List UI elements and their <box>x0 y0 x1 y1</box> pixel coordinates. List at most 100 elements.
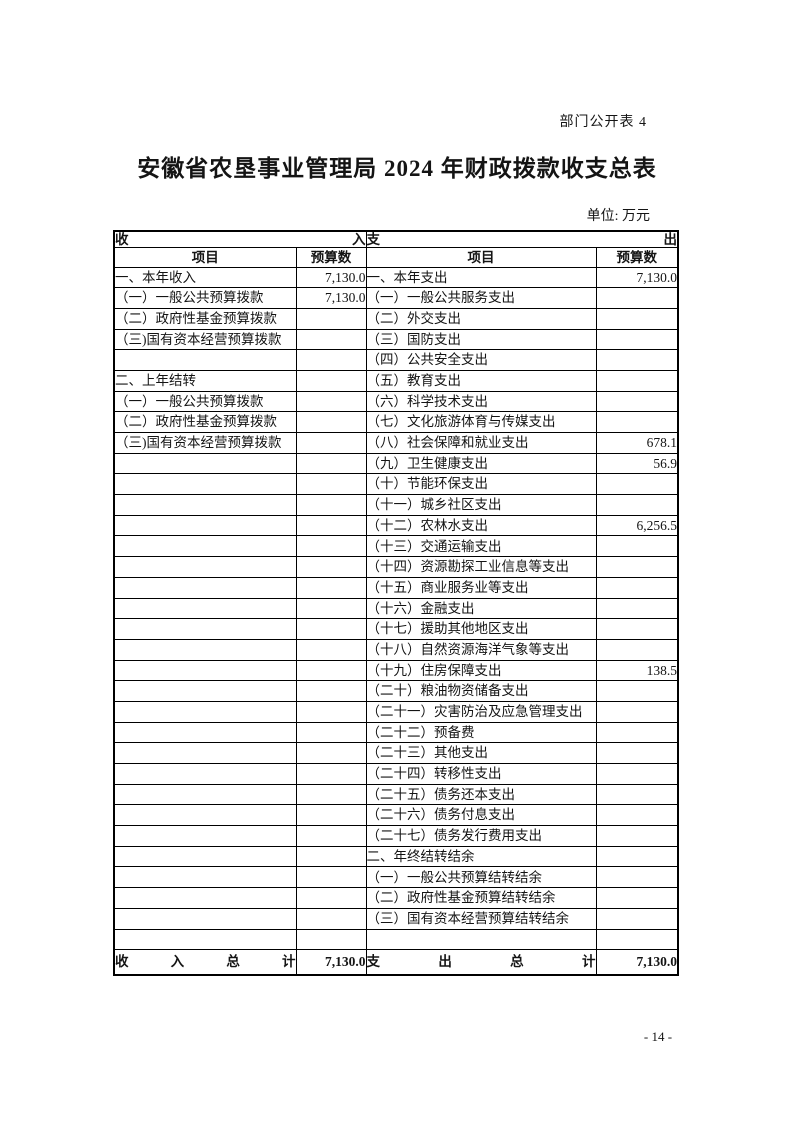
expense-item-cell: 一、本年支出 <box>365 266 597 289</box>
income-item-cell <box>113 556 297 578</box>
income-item-cell: （一）一般公共预算拨款 <box>113 390 297 413</box>
page-number: - 14 - <box>643 1029 673 1044</box>
income-value-cell <box>295 390 367 413</box>
expense-item-cell: （五）教育支出 <box>365 369 597 392</box>
expense-item-cell: （二十二）预备费 <box>365 721 597 744</box>
income-item-cell <box>113 514 297 537</box>
table-row: （十二）农林水支出 6,256.5 <box>113 514 679 537</box>
income-item-cell <box>113 742 297 764</box>
income-value-cell <box>295 452 367 475</box>
table-row: （二十六）债务付息支出 <box>113 804 679 827</box>
expense-item-cell: （十四）资源勘探工业信息等支出 <box>365 556 597 578</box>
income-item-cell <box>113 763 297 785</box>
expense-value-cell <box>595 680 679 702</box>
expense-item-cell: （六）科学技术支出 <box>365 390 597 413</box>
income-value-cell <box>295 907 367 930</box>
expense-value-cell <box>595 825 679 847</box>
expense-value-cell <box>595 411 679 433</box>
income-item-cell <box>113 597 297 620</box>
income-value-cell <box>295 576 367 599</box>
expense-value-cell <box>595 307 679 330</box>
table-row: 二、年终结转结余 <box>113 845 679 868</box>
expense-item-cell: （二）政府性基金预算结转结余 <box>365 887 597 909</box>
expense-item-cell: （十三）交通运输支出 <box>365 535 597 558</box>
expense-value-cell <box>595 390 679 413</box>
expense-item-cell: （二十四）转移性支出 <box>365 763 597 785</box>
income-value-cell <box>295 804 367 827</box>
income-value-cell <box>295 556 367 578</box>
income-item-cell: （一）一般公共预算拨款 <box>113 287 297 309</box>
income-item-cell <box>113 721 297 744</box>
doc-label: 部门公开表 4 <box>559 115 647 130</box>
expense-value-cell <box>595 473 679 496</box>
expense-item-cell: （四）公共安全支出 <box>365 349 597 371</box>
income-item-cell: （二）政府性基金预算拨款 <box>113 307 297 330</box>
expense-value-cell <box>595 700 679 723</box>
income-item-cell <box>113 638 297 661</box>
expense-value-cell <box>595 763 679 785</box>
expense-value-cell <box>595 287 679 309</box>
expense-value-cell <box>595 907 679 930</box>
income-item-cell: （三)国有资本经营预算拨款 <box>113 432 297 454</box>
income-value-cell <box>295 432 367 454</box>
expense-value-cell <box>595 618 679 640</box>
expense-item-cell: （二十一）灾害防治及应急管理支出 <box>365 700 597 723</box>
expense-item-cell: （十二）农林水支出 <box>365 514 597 537</box>
table-row: （二十七）债务发行费用支出 <box>113 825 679 847</box>
expense-item-cell: （十六）金融支出 <box>365 597 597 620</box>
income-item-cell: （三)国有资本经营预算拨款 <box>113 328 297 351</box>
income-value-cell <box>295 700 367 723</box>
table-row: （二十二）预备费 <box>113 721 679 744</box>
income-item-cell: （二）政府性基金预算拨款 <box>113 411 297 433</box>
expense-value-cell: 138.5 <box>595 659 679 682</box>
income-value-cell <box>295 473 367 496</box>
table-row: （二）政府性基金预算拨款 （二）外交支出 <box>113 307 679 330</box>
section-header-row: 收入 支出 <box>113 230 679 248</box>
expense-section-header: 支出 <box>365 230 679 248</box>
expense-value-cell <box>595 721 679 744</box>
expense-value-cell: 678.1 <box>595 432 679 454</box>
expense-item-cell: （三）国防支出 <box>365 328 597 351</box>
expense-value-cell <box>595 349 679 371</box>
expense-value-cell <box>595 928 679 951</box>
income-item-cell <box>113 907 297 930</box>
table-row: （十九）住房保障支出 138.5 <box>113 659 679 682</box>
expense-item-header: 项目 <box>365 247 597 268</box>
income-value-cell <box>295 349 367 371</box>
income-value-cell <box>295 514 367 537</box>
income-total-label: 收入总计 <box>113 949 297 976</box>
income-value-cell <box>295 597 367 620</box>
table-row: （十七）援助其他地区支出 <box>113 618 679 640</box>
expense-item-cell: （二十六）债务付息支出 <box>365 804 597 827</box>
expense-value-cell <box>595 369 679 392</box>
expense-value-cell: 56.9 <box>595 452 679 475</box>
income-value-cell: 7,130.0 <box>295 266 367 289</box>
table-row: （三)国有资本经营预算拨款 （八）社会保障和就业支出 678.1 <box>113 432 679 454</box>
expense-value-cell <box>595 556 679 578</box>
income-item-cell <box>113 494 297 516</box>
income-value-cell <box>295 680 367 702</box>
income-item-cell <box>113 535 297 558</box>
expense-value-cell <box>595 866 679 889</box>
expense-item-cell: （二）外交支出 <box>365 307 597 330</box>
expense-total-label: 支出总计 <box>365 949 597 976</box>
income-item-cell <box>113 783 297 806</box>
table-row: （一）一般公共预算拨款 7,130.0 （一）一般公共服务支出 <box>113 287 679 309</box>
expense-total-value: 7,130.0 <box>595 949 679 976</box>
income-value-cell <box>295 535 367 558</box>
table-row: （三)国有资本经营预算拨款 （三）国防支出 <box>113 328 679 351</box>
expense-item-cell: （三）国有资本经营预算结转结余 <box>365 907 597 930</box>
income-item-cell <box>113 845 297 868</box>
expense-value-cell <box>595 845 679 868</box>
total-row: 收入总计 7,130.0 支出总计 7,130.0 <box>113 949 679 976</box>
expense-item-cell: （二十五）债务还本支出 <box>365 783 597 806</box>
income-item-cell <box>113 804 297 827</box>
income-item-cell <box>113 349 297 371</box>
income-value-cell <box>295 928 367 951</box>
income-value-cell <box>295 763 367 785</box>
expense-item-cell: （八）社会保障和就业支出 <box>365 432 597 454</box>
income-value-cell <box>295 721 367 744</box>
table-row: （十三）交通运输支出 <box>113 535 679 558</box>
expense-value-cell <box>595 887 679 909</box>
income-total-value: 7,130.0 <box>295 949 367 976</box>
